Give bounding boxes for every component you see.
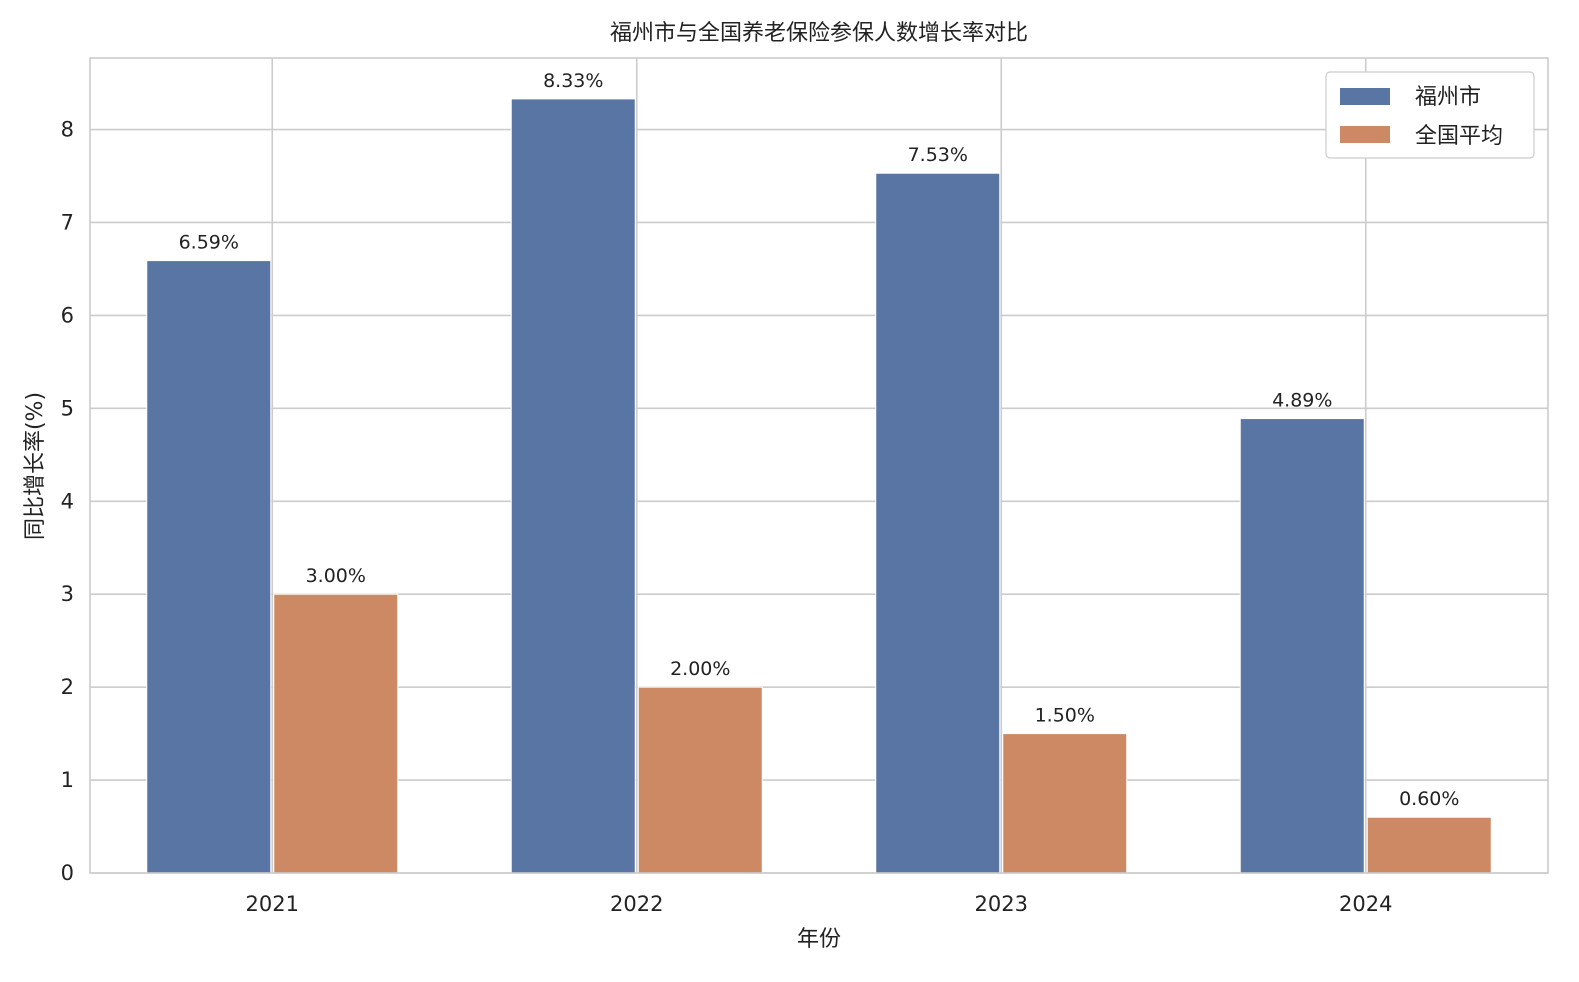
data-label-national: 2.00% [670, 658, 730, 680]
y-tick-label: 5 [61, 396, 74, 420]
bar-national [1366, 816, 1492, 874]
data-label-fuzhou: 8.33% [543, 70, 603, 92]
data-label-national: 3.00% [306, 565, 366, 587]
legend: 福州市 全国平均 [1325, 71, 1535, 159]
y-tick-label: 8 [61, 118, 74, 142]
y-tick-label: 7 [61, 210, 74, 234]
x-tick-label: 2023 [975, 892, 1028, 916]
bar-fuzhou [875, 172, 1001, 874]
data-label-national: 1.50% [1035, 705, 1095, 727]
bar-national [637, 686, 763, 874]
x-tick-label: 2022 [610, 892, 663, 916]
legend-swatch-fuzhou [1340, 88, 1390, 105]
bar-national [1002, 733, 1128, 874]
y-tick-label: 6 [61, 303, 74, 327]
x-tick-label: 2024 [1339, 892, 1392, 916]
data-label-fuzhou: 7.53% [908, 144, 968, 166]
bar-fuzhou [146, 260, 272, 874]
bars-layer [146, 98, 1492, 874]
legend-swatch-national [1340, 126, 1390, 143]
data-label-national: 0.60% [1399, 788, 1459, 810]
chart-title: 福州市与全国养老保险参保人数增长率对比 [610, 21, 1028, 46]
y-tick-label: 4 [61, 489, 74, 513]
legend-label-fuzhou: 福州市 [1415, 85, 1481, 110]
legend-label-national: 全国平均 [1415, 124, 1503, 149]
x-axis-label: 年份 [797, 927, 841, 952]
y-tick-label: 0 [61, 861, 74, 885]
data-label-fuzhou: 4.89% [1272, 390, 1332, 412]
y-tick-label: 3 [61, 582, 74, 606]
y-axis-label: 同比增长率(%) [23, 392, 48, 540]
bar-fuzhou [510, 98, 636, 874]
x-tick-label: 2021 [246, 892, 299, 916]
y-tick-label: 2 [61, 675, 74, 699]
bar-fuzhou [1239, 418, 1365, 874]
data-labels-layer: 6.59% 8.33% 7.53% 4.89% 3.00% 2.00% 1.50% 0.60% [179, 70, 1460, 810]
bar-national [273, 593, 399, 874]
plot-frame [89, 57, 1549, 874]
y-tick-label: 1 [61, 768, 74, 792]
data-label-fuzhou: 6.59% [179, 232, 239, 254]
axes-layer: 0 1 2 3 4 5 6 7 8 2021 2022 2023 2024 [61, 57, 1549, 916]
